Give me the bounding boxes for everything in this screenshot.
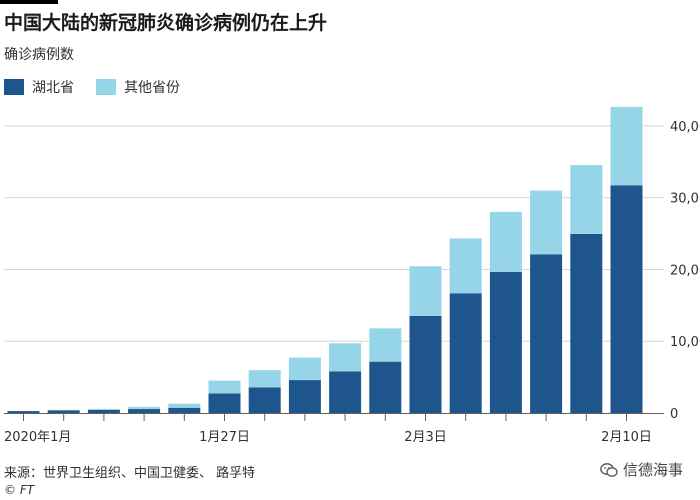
x-tick-label: 1月27日 [199, 430, 250, 445]
bar-hubei [409, 315, 442, 413]
bar-hubei [168, 407, 201, 413]
bar-other-provinces [288, 357, 321, 381]
chart-title: 中国大陆的新冠肺炎确诊病例仍在上升 [4, 12, 328, 34]
watermark: 信德海事 [600, 459, 683, 480]
y-tick-label: 20,000 [670, 263, 700, 278]
legend-swatch-hubei [4, 79, 24, 95]
bar-other-provinces [449, 238, 482, 294]
bar-other-provinces [248, 370, 281, 388]
y-tick-label: 30,000 [670, 192, 700, 207]
wechat-icon [600, 462, 618, 477]
legend-swatch-other [96, 79, 116, 95]
x-tick-label: 2020年1月 [4, 430, 71, 445]
y-tick-label: 10,000 [670, 335, 700, 350]
bar-other-provinces [369, 328, 402, 362]
bar-other-provinces [128, 406, 161, 410]
bar-other-provinces [530, 190, 563, 255]
legend-label-other: 其他省份 [124, 80, 180, 96]
legend-label-hubei: 湖北省 [32, 80, 74, 96]
y-axis-title: 确诊病例数 [4, 47, 74, 63]
bar-hubei [248, 387, 281, 413]
bar-hubei [288, 380, 321, 413]
bar-hubei [329, 371, 362, 413]
bar-other-provinces [409, 266, 442, 316]
bar-hubei [47, 410, 80, 413]
y-tick-label: 40,000 [670, 120, 700, 135]
bar-hubei [7, 411, 40, 413]
bar-other-provinces [208, 380, 241, 394]
ft-credit: © FT [4, 483, 35, 497]
bar-hubei [610, 185, 643, 413]
bar-other-provinces [329, 343, 362, 372]
bar-hubei [570, 233, 603, 413]
bar-other-provinces [489, 211, 522, 272]
bar-hubei [87, 409, 120, 413]
bar-hubei [208, 393, 241, 413]
legend: 湖北省 其他省份 [4, 77, 202, 97]
source-note: 来源：世界卫生组织、中国卫健委、 路孚特 [4, 466, 256, 481]
bar-hubei [530, 254, 563, 413]
bar-hubei [128, 409, 161, 413]
x-tick-label: 2月10日 [601, 430, 652, 445]
bar-other-provinces [610, 106, 643, 186]
bar-other-provinces [570, 165, 603, 234]
legend-item-hubei: 湖北省 [4, 77, 74, 97]
bar-hubei [449, 293, 482, 413]
bar-other-provinces [168, 403, 201, 408]
bar-other-provinces [87, 408, 120, 410]
x-tick-label: 2月3日 [404, 430, 447, 445]
ft-top-bar [0, 0, 58, 4]
watermark-text: 信德海事 [623, 461, 684, 479]
legend-item-other: 其他省份 [96, 77, 180, 97]
y-tick-label: 0 [670, 407, 678, 422]
bar-hubei [369, 361, 402, 413]
bar-hubei [489, 271, 522, 413]
